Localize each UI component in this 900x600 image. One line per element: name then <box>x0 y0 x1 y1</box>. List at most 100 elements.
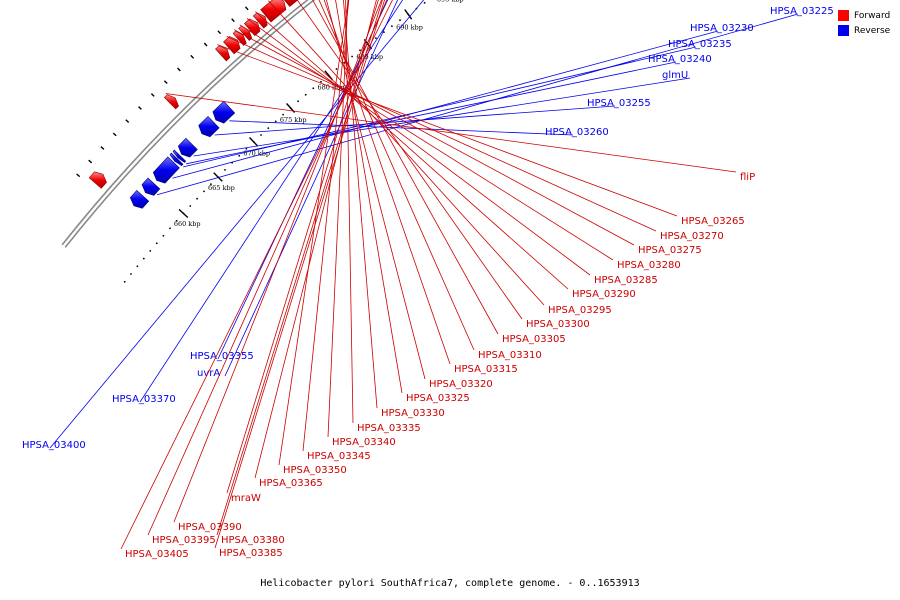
label-leader-line <box>229 120 574 136</box>
label-leader-line <box>318 0 475 351</box>
scale-label: 660 kbp <box>174 220 201 228</box>
label-leader-line <box>345 0 354 424</box>
scale-minor-tick <box>260 134 262 136</box>
legend: Forward Reverse <box>838 8 890 38</box>
scale-label: 680 kbp <box>318 84 345 92</box>
forward-gene[interactable] <box>215 45 231 62</box>
label-leader-line <box>216 0 383 536</box>
label-leader-line <box>214 105 616 136</box>
label-leader-line <box>217 44 678 217</box>
label-leader-line <box>172 30 719 179</box>
scale-minor-tick <box>224 169 226 171</box>
reverse-gene[interactable] <box>169 152 184 166</box>
feature-tick <box>100 146 105 150</box>
scale-minor-tick <box>375 37 377 39</box>
gene-label-forward: HPSA_03325 <box>406 393 470 404</box>
gene-label-reverse: HPSA_03235 <box>668 39 732 50</box>
scale-minor-tick <box>149 250 152 252</box>
gene-label-reverse: uvrA <box>197 368 220 379</box>
scale-minor-tick <box>282 113 284 116</box>
gene-label-reverse: HPSA_03400 <box>22 440 86 451</box>
gene-label-forward: HPSA_03395 <box>152 535 216 546</box>
forward-gene[interactable] <box>252 12 268 29</box>
scale-minor-tick <box>335 68 338 70</box>
scale-minor-tick <box>210 183 212 186</box>
legend-forward-label: Forward <box>854 10 891 21</box>
feature-tick <box>163 80 168 84</box>
label-leader-line <box>139 0 404 403</box>
gene-label-forward: HPSA_03305 <box>502 334 566 345</box>
scale-label: 670 kbp <box>243 149 270 157</box>
scale-minor-tick <box>162 234 165 237</box>
gene-label-reverse: HPSA_03370 <box>112 394 176 405</box>
scale-minor-tick <box>297 100 299 103</box>
scale-minor-tick <box>245 147 248 150</box>
scale-minor-tick <box>136 265 139 268</box>
forward-gene[interactable] <box>280 0 305 7</box>
scale-minor-tick <box>359 49 361 52</box>
label-leader-line <box>224 0 399 377</box>
label-leader-line <box>278 0 349 466</box>
reverse-gene[interactable] <box>198 115 220 138</box>
gene-label-forward: HPSA_03390 <box>178 522 242 533</box>
genome-caption: Helicobacter pylori SouthAfrica7, comple… <box>260 578 640 589</box>
scale-major-tick <box>404 9 413 20</box>
reverse-gene[interactable] <box>152 156 180 184</box>
reverse-gene[interactable] <box>172 149 187 163</box>
reverse-gene[interactable] <box>177 137 198 158</box>
gene-label-forward: HPSA_03270 <box>660 231 724 242</box>
scale-minor-tick <box>175 219 178 222</box>
scale-minor-tick <box>267 127 270 129</box>
label-leader-line <box>49 0 425 449</box>
label-leader-line <box>327 0 349 438</box>
forward-gene[interactable] <box>260 0 287 23</box>
label-leader-line <box>255 11 569 290</box>
scale-minor-tick <box>203 190 205 193</box>
label-leader-line <box>186 61 677 165</box>
reverse-gene[interactable] <box>212 100 236 124</box>
forward-gene[interactable] <box>232 30 247 46</box>
legend-item-forward: Forward <box>838 8 890 23</box>
feature-tick <box>125 119 130 124</box>
forward-gene[interactable] <box>163 94 179 110</box>
scale-minor-tick <box>189 205 192 207</box>
scale-minor-tick <box>142 257 145 260</box>
forward-swatch <box>838 10 849 21</box>
label-leader-line <box>335 0 403 394</box>
gene-label-reverse: HPSA_03240 <box>648 54 712 65</box>
backbone-outer-line <box>61 0 309 246</box>
gene-label-forward: HPSA_03285 <box>594 275 658 286</box>
scale-minor-tick <box>123 280 126 283</box>
gene-label-forward: HPSA_03275 <box>638 245 702 256</box>
label-leader-line <box>343 0 378 409</box>
gene-labels: HPSA_03225 HPSA_03230 HPSA_03235 HPSA_03240… <box>22 0 834 560</box>
label-leader-line <box>147 0 388 536</box>
forward-gene[interactable] <box>243 18 261 37</box>
gene-label-reverse: glmU <box>662 70 688 81</box>
gene-label-reverse: HPSA_03260 <box>545 127 609 138</box>
label-leader-line <box>214 0 385 549</box>
gene-label-forward: HPSA_03380 <box>221 535 285 546</box>
feature-tick <box>76 173 81 178</box>
genome-backbone <box>61 0 316 248</box>
feature-tick <box>150 93 155 97</box>
reverse-gene[interactable] <box>129 189 150 209</box>
label-leader-line <box>254 0 377 479</box>
legend-reverse-label: Reverse <box>854 25 891 36</box>
scale-minor-tick <box>391 25 393 27</box>
gene-label-forward: HPSA_03265 <box>681 216 745 227</box>
gene-label-forward: HPSA_03340 <box>332 437 396 448</box>
reverse-gene[interactable] <box>141 177 161 196</box>
label-leader-line <box>312 0 499 335</box>
scale-minor-tick <box>304 93 307 96</box>
forward-gene[interactable] <box>88 171 107 189</box>
scale-minor-tick <box>423 1 426 4</box>
scale-major-tick <box>178 208 189 219</box>
scale-minor-tick <box>312 87 315 90</box>
scale-label: 685 kbp <box>356 53 383 61</box>
scale-minor-tick <box>196 197 199 200</box>
gene-label-forward: HPSA_03350 <box>283 465 347 476</box>
label-leader-line <box>226 36 657 232</box>
label-leader-line <box>193 77 691 157</box>
